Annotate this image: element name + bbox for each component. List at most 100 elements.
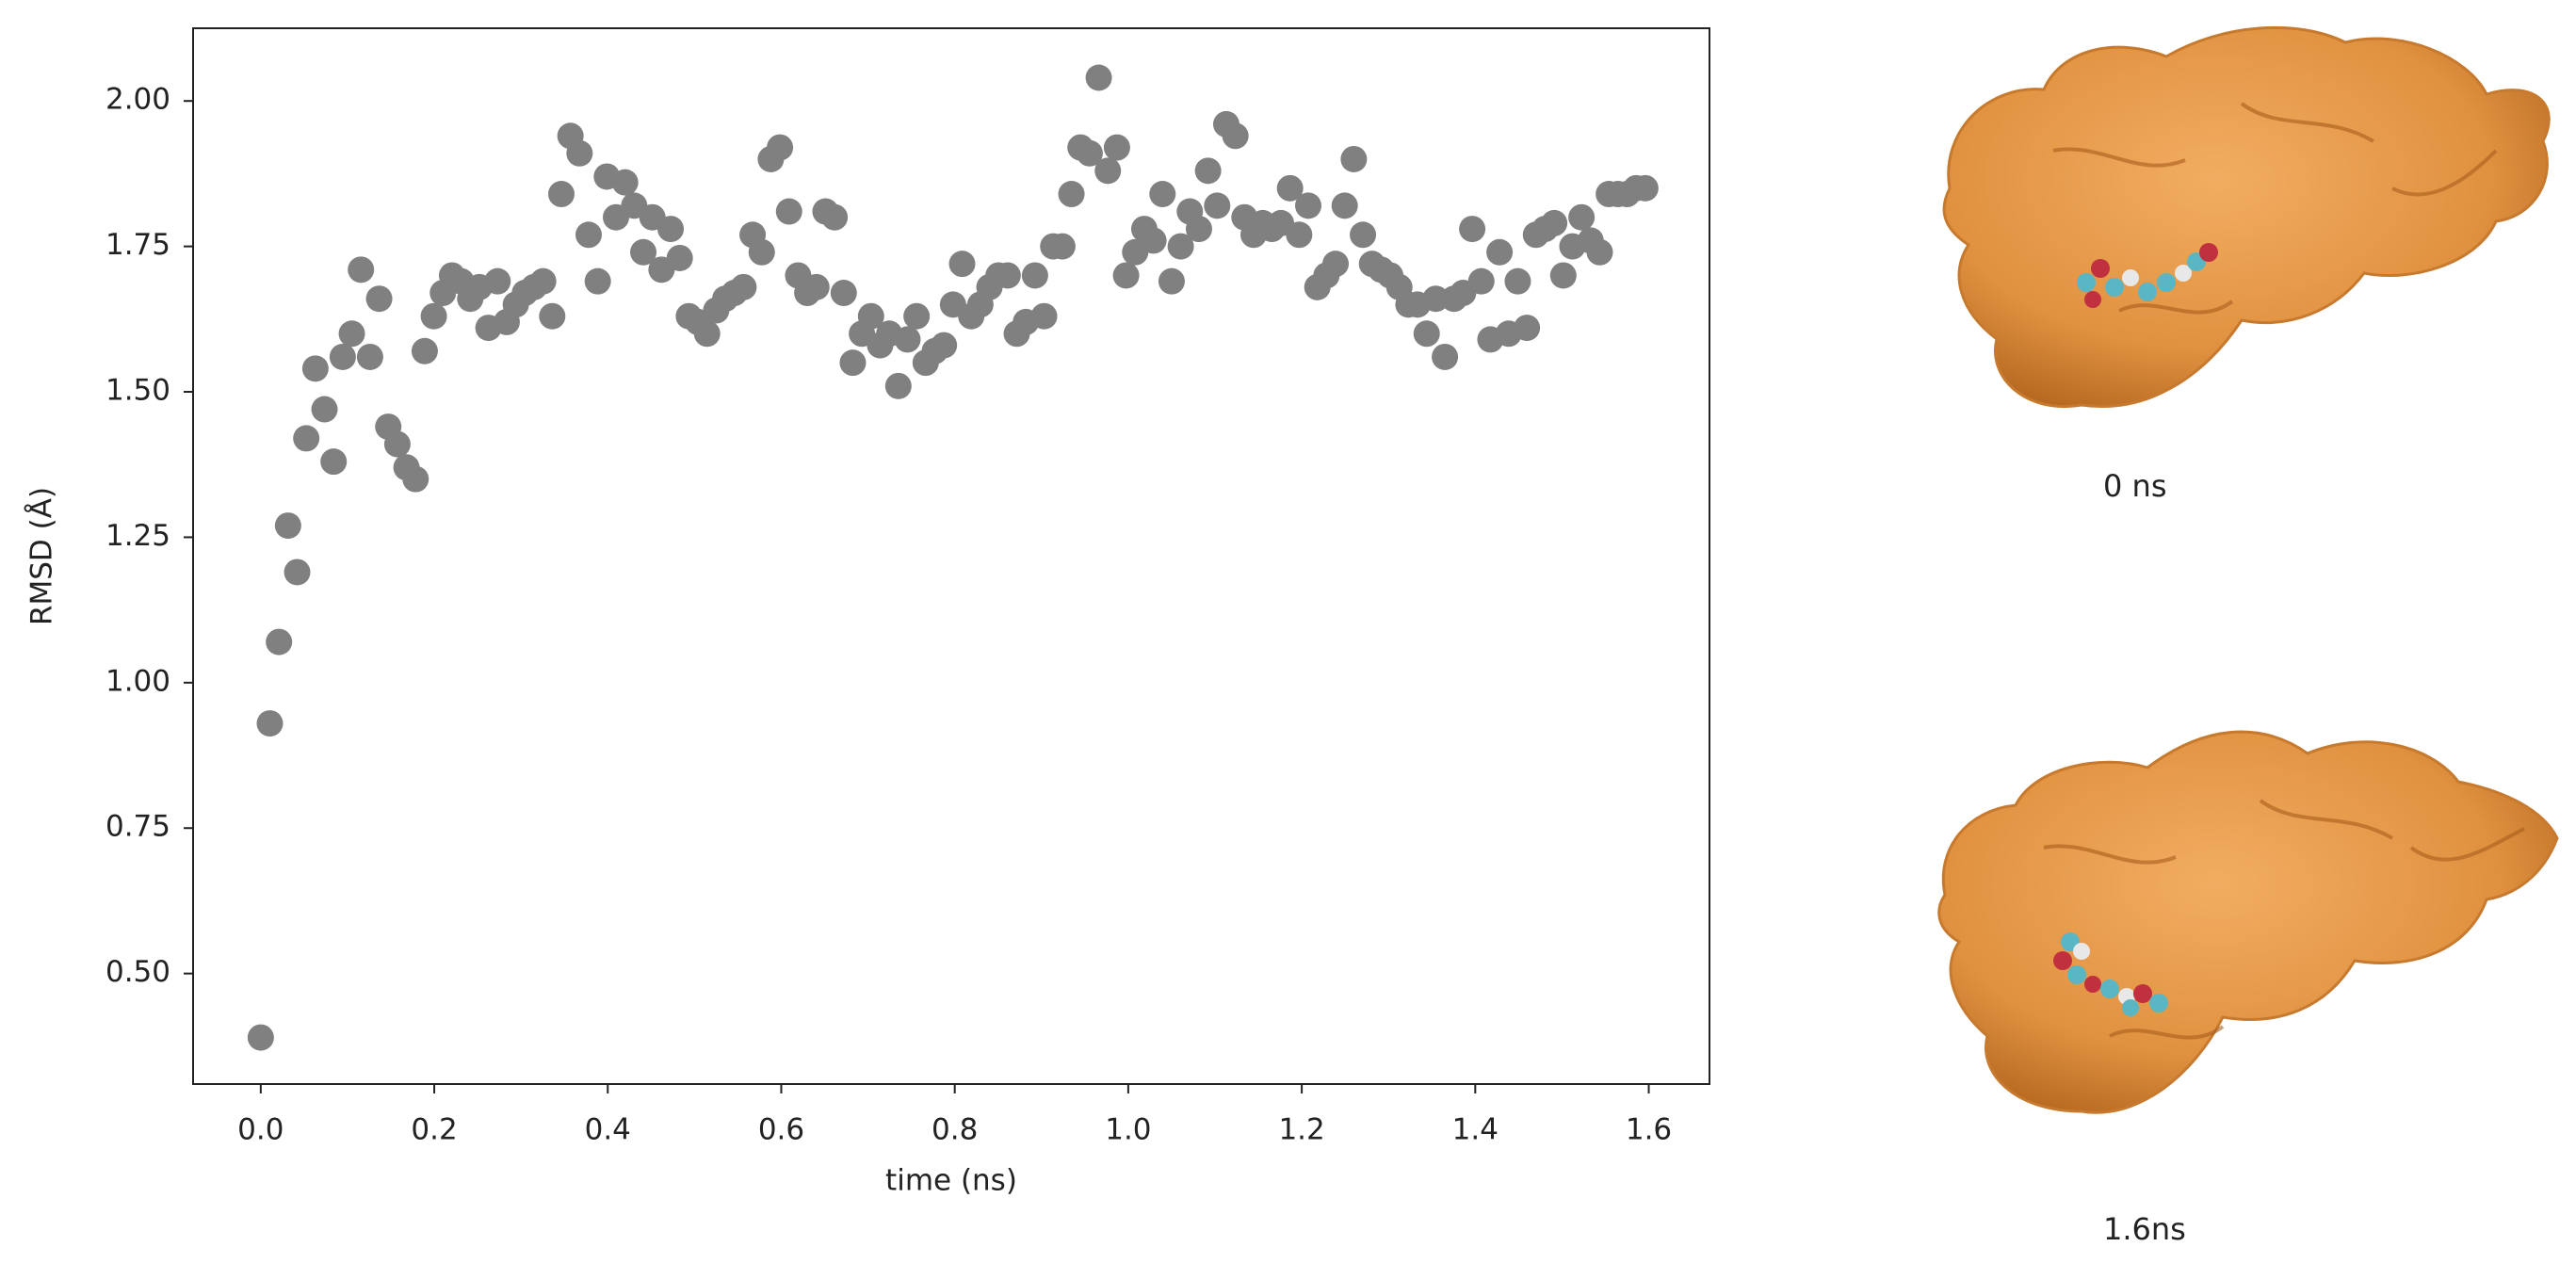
x-tick-label: 1.0	[1105, 1113, 1151, 1147]
data-point	[402, 465, 429, 493]
plot: 0.50 0.75 1.00 1.25 1.50 1.75 2.00 0.0 0.2 0.4 0.6…	[25, 27, 1710, 1198]
data-point	[657, 216, 685, 243]
data-point	[1021, 262, 1048, 289]
data-point	[1094, 157, 1122, 185]
data-point	[529, 267, 557, 295]
data-point	[994, 262, 1021, 289]
data-point	[611, 169, 639, 196]
data-point	[411, 337, 438, 364]
data-point	[903, 302, 931, 330]
y-tick-label: 1.25	[105, 519, 170, 553]
data-point	[284, 559, 311, 586]
data-point	[894, 326, 921, 353]
data-point	[767, 134, 794, 161]
x-tick-label: 0.0	[237, 1113, 284, 1147]
data-point	[584, 267, 611, 295]
data-point	[1222, 122, 1249, 150]
data-point	[1432, 343, 1459, 370]
data-point	[1504, 267, 1531, 295]
data-point	[884, 372, 912, 399]
x-tick-label: 0.4	[585, 1113, 631, 1147]
data-point	[1158, 267, 1185, 295]
data-point	[1459, 216, 1486, 243]
data-point	[348, 256, 375, 283]
data-point	[1350, 221, 1377, 249]
data-point	[338, 320, 365, 348]
data-point	[1422, 285, 1450, 313]
data-point	[320, 448, 348, 476]
plot-frame	[192, 27, 1710, 1085]
data-point	[1103, 134, 1130, 161]
data-point	[301, 355, 329, 382]
surface-detail	[2052, 102, 2498, 315]
y-axis-label: RMSD (Å)	[25, 487, 59, 625]
data-point	[693, 320, 721, 348]
y-tick-label: 2.00	[105, 83, 170, 117]
data-point	[1413, 320, 1440, 348]
y-tick-label: 0.50	[105, 955, 170, 989]
data-point	[484, 267, 511, 295]
data-point	[1204, 192, 1231, 219]
data-point	[566, 139, 593, 167]
data-point	[830, 280, 857, 307]
x-tick-label: 1.2	[1278, 1113, 1324, 1147]
data-point	[1467, 267, 1495, 295]
x-tick-label: 0.2	[411, 1113, 457, 1147]
y-tick-label: 1.75	[105, 228, 170, 262]
x-tick-label: 1.4	[1452, 1113, 1499, 1147]
x-tick-label: 0.8	[932, 1113, 978, 1147]
x-axis-label: time (ns)	[885, 1164, 1017, 1198]
data-point	[1541, 209, 1568, 236]
data-point	[1568, 203, 1596, 231]
data-point	[383, 430, 411, 458]
protein-surface	[1937, 730, 2559, 1114]
data-point	[857, 302, 884, 330]
y-tick-label: 1.50	[105, 374, 170, 408]
protein-image-1.6ns	[1937, 730, 2559, 1114]
data-point	[1322, 251, 1350, 278]
data-point	[547, 181, 575, 208]
data-point	[1058, 181, 1085, 208]
data-point	[802, 273, 830, 300]
data-point	[1167, 233, 1194, 260]
image-caption: 0 ns	[2103, 468, 2166, 504]
data-point	[420, 302, 447, 330]
data-point	[1149, 181, 1176, 208]
data-point	[1549, 262, 1577, 289]
data-point	[1048, 233, 1076, 260]
ligand	[2077, 243, 2218, 308]
data-point	[1331, 192, 1358, 219]
data-point	[1140, 227, 1167, 254]
data-point	[1286, 221, 1313, 249]
x-tick-label: 1.6	[1626, 1113, 1672, 1147]
data-point	[948, 251, 976, 278]
data-point	[329, 343, 356, 370]
data-point	[1276, 174, 1304, 202]
data-point	[666, 244, 693, 271]
data-point	[775, 198, 802, 225]
data-point	[1295, 192, 1322, 219]
data-point	[630, 238, 657, 266]
data-point	[730, 273, 757, 300]
data-point	[311, 396, 338, 423]
data-point	[1631, 174, 1659, 202]
data-point	[1076, 139, 1103, 167]
data-point	[931, 332, 958, 359]
data-point	[575, 221, 602, 249]
x-tick-label: 0.6	[758, 1113, 804, 1147]
data-point	[1486, 238, 1514, 266]
data-point	[1112, 262, 1140, 289]
image-caption: 1.6ns	[2103, 1211, 2186, 1247]
data-point	[365, 285, 393, 313]
data-point	[266, 628, 293, 656]
data-point	[256, 710, 284, 737]
data-point	[1514, 315, 1541, 342]
ligand	[2053, 932, 2168, 1016]
protein-image-0ns	[1942, 25, 2551, 408]
data-point	[1194, 157, 1222, 185]
y-tick-label: 1.00	[105, 664, 170, 698]
surface-detail	[2043, 799, 2525, 1040]
protein-surface	[1942, 25, 2551, 408]
